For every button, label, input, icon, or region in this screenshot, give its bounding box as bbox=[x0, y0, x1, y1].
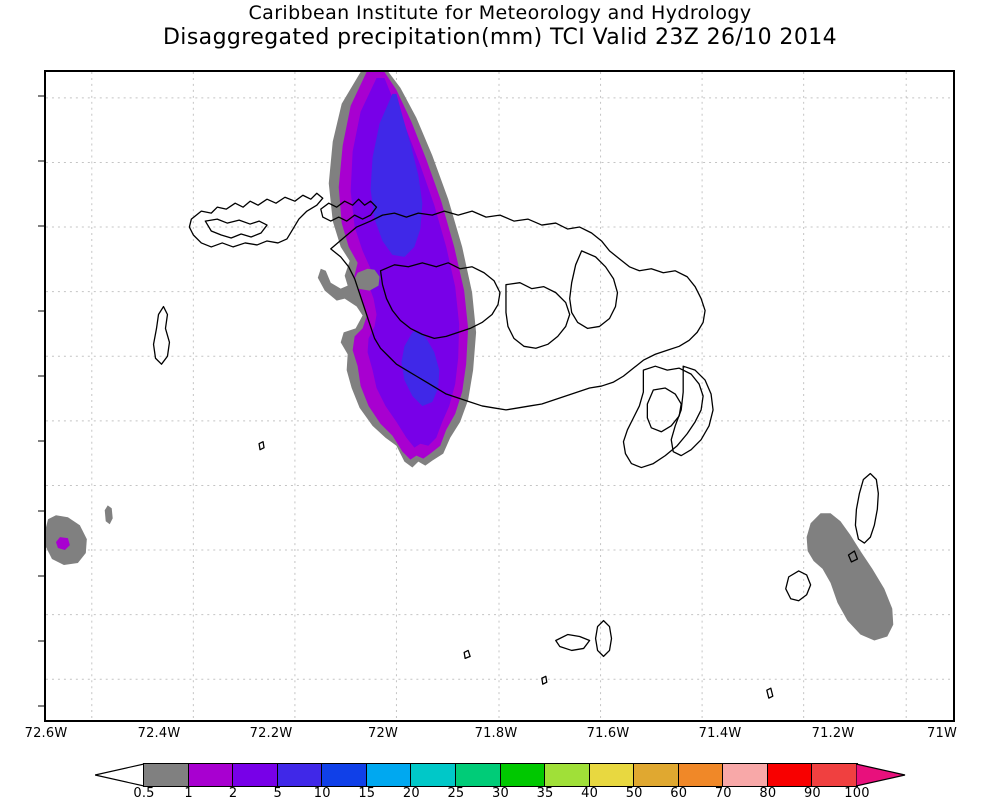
y-tick-mark bbox=[38, 640, 45, 642]
colorbar-swatch-20-25 bbox=[411, 764, 456, 786]
coastline-west-caicos-interior bbox=[204, 218, 268, 239]
colorbar-tick-2: 2 bbox=[228, 786, 238, 801]
colorbar-tick-30: 30 bbox=[492, 786, 509, 801]
colorbar-tick-1: 1 bbox=[184, 786, 193, 801]
coastline-caicos-interior-3 bbox=[569, 250, 619, 330]
y-tick-mark bbox=[38, 375, 45, 377]
colorbar-swatch-35-40 bbox=[545, 764, 590, 786]
y-tick-mark bbox=[38, 225, 45, 227]
coastline-south-caicos-interior bbox=[646, 387, 682, 433]
colorbar-tick-25: 25 bbox=[447, 786, 465, 801]
coastline-speck-2 bbox=[463, 649, 471, 660]
coastline-west-caicos bbox=[188, 192, 324, 248]
coastline-salt-cay bbox=[785, 570, 812, 602]
x-tick-label-71p2w: 71.2W bbox=[811, 726, 855, 741]
x-tick-label-71p6w: 71.6W bbox=[586, 726, 630, 741]
x-tick-label-71w: 71W bbox=[927, 726, 957, 741]
coastline-north-caicos bbox=[330, 210, 706, 411]
colorbar-tick-10: 10 bbox=[313, 786, 331, 801]
coastline-speck-1 bbox=[766, 687, 774, 699]
colorbar-swatch-60-70 bbox=[678, 764, 724, 786]
coastline-caicos-interior-1 bbox=[379, 262, 501, 340]
colorbar-tick-60: 60 bbox=[670, 786, 688, 801]
x-tick-label-72w: 72W bbox=[368, 726, 398, 741]
contour-south-speck bbox=[353, 268, 380, 291]
colorbar-tick-80: 80 bbox=[759, 786, 777, 801]
colorbar-tick-40: 40 bbox=[581, 786, 599, 801]
colorbar-tick-0.5: 0.5 bbox=[133, 786, 155, 801]
page-title: Disaggregated precipitation(mm) TCI Vali… bbox=[162, 25, 838, 50]
x-tick-label-71p8w: 71.8W bbox=[474, 726, 518, 741]
contour-band-5-10-lower bbox=[401, 330, 440, 406]
coastline-pine-cay bbox=[152, 305, 171, 365]
colorbar-swatch-15-20 bbox=[366, 764, 412, 786]
colorbar-tick-90: 90 bbox=[803, 786, 821, 801]
coastline-caicos-interior-2 bbox=[505, 282, 571, 349]
coastline-layer bbox=[152, 192, 879, 699]
coastline-speck-5 bbox=[847, 550, 859, 563]
y-tick-mark bbox=[38, 95, 45, 97]
contour-west-trace-1-2 bbox=[55, 537, 70, 551]
colorbar-tick-5: 5 bbox=[273, 786, 282, 801]
coastline-south-caicos bbox=[622, 365, 704, 469]
coastline-east-long-cay bbox=[670, 365, 714, 457]
coastline-cay-b bbox=[594, 619, 613, 658]
y-tick-mark bbox=[38, 575, 45, 577]
contour-west-speck bbox=[104, 505, 113, 525]
x-tick-label-72p2w: 72.2W bbox=[249, 726, 293, 741]
coastline-speck-4 bbox=[258, 441, 265, 451]
map-plot-area bbox=[44, 70, 955, 722]
colorbar-swatch-5-10 bbox=[277, 764, 323, 786]
colorbar-tick-labels: 0.5 1 2 5 10 15 20 25 30 35 40 50 60 70 80 90 100 bbox=[95, 786, 905, 802]
y-tick-mark bbox=[38, 160, 45, 162]
colorbar-swatch-40-50 bbox=[589, 764, 635, 786]
colorbar-tick-15: 15 bbox=[358, 786, 376, 801]
colorbar-swatch-1-2 bbox=[188, 764, 234, 786]
colorbar-swatch-2-5 bbox=[233, 764, 278, 786]
figure-title-block: Caribbean Institute for Meteorology and … bbox=[0, 2, 1000, 51]
x-tick-label-71p4w: 71.4W bbox=[698, 726, 742, 741]
colorbar-swatch-50-60 bbox=[634, 764, 679, 786]
colorbar-tick-20: 20 bbox=[402, 786, 420, 801]
coastline-speck-3 bbox=[541, 675, 548, 685]
colorbar-over-arrow bbox=[856, 763, 906, 787]
colorbar-swatches bbox=[143, 763, 858, 787]
colorbar-tick-100: 100 bbox=[844, 786, 870, 801]
institute-title: Caribbean Institute for Meteorology and … bbox=[248, 2, 752, 24]
y-tick-mark bbox=[38, 510, 45, 512]
colorbar: 0.5 1 2 5 10 15 20 25 30 35 40 50 60 70 80 90 100 bbox=[95, 763, 906, 802]
colorbar-swatch-70-80 bbox=[723, 764, 768, 786]
colorbar-swatch-90-100 bbox=[812, 764, 857, 786]
coastline-cay-a bbox=[555, 633, 591, 652]
x-tick-label-72p6w: 72.6W bbox=[24, 726, 68, 741]
colorbar-swatch-80-90 bbox=[767, 764, 813, 786]
coastline-reef-edge bbox=[320, 198, 378, 222]
y-tick-mark bbox=[38, 310, 45, 312]
colorbar-swatch-30-35 bbox=[500, 764, 546, 786]
y-tick-mark bbox=[38, 440, 45, 442]
colorbar-under-arrow bbox=[95, 763, 145, 787]
contour-se-trace-0p5-1 bbox=[806, 513, 894, 641]
colorbar-swatch-10-15 bbox=[322, 764, 367, 786]
colorbar-tick-50: 50 bbox=[625, 786, 643, 801]
coastline-grand-turk bbox=[854, 472, 879, 544]
colorbar-tick-35: 35 bbox=[536, 786, 554, 801]
y-tick-mark bbox=[38, 705, 45, 707]
colorbar-swatch-0.5-1 bbox=[144, 764, 189, 786]
colorbar-swatch-25-30 bbox=[455, 764, 501, 786]
x-tick-label-72p4w: 72.4W bbox=[137, 726, 181, 741]
colorbar-tick-70: 70 bbox=[714, 786, 732, 801]
